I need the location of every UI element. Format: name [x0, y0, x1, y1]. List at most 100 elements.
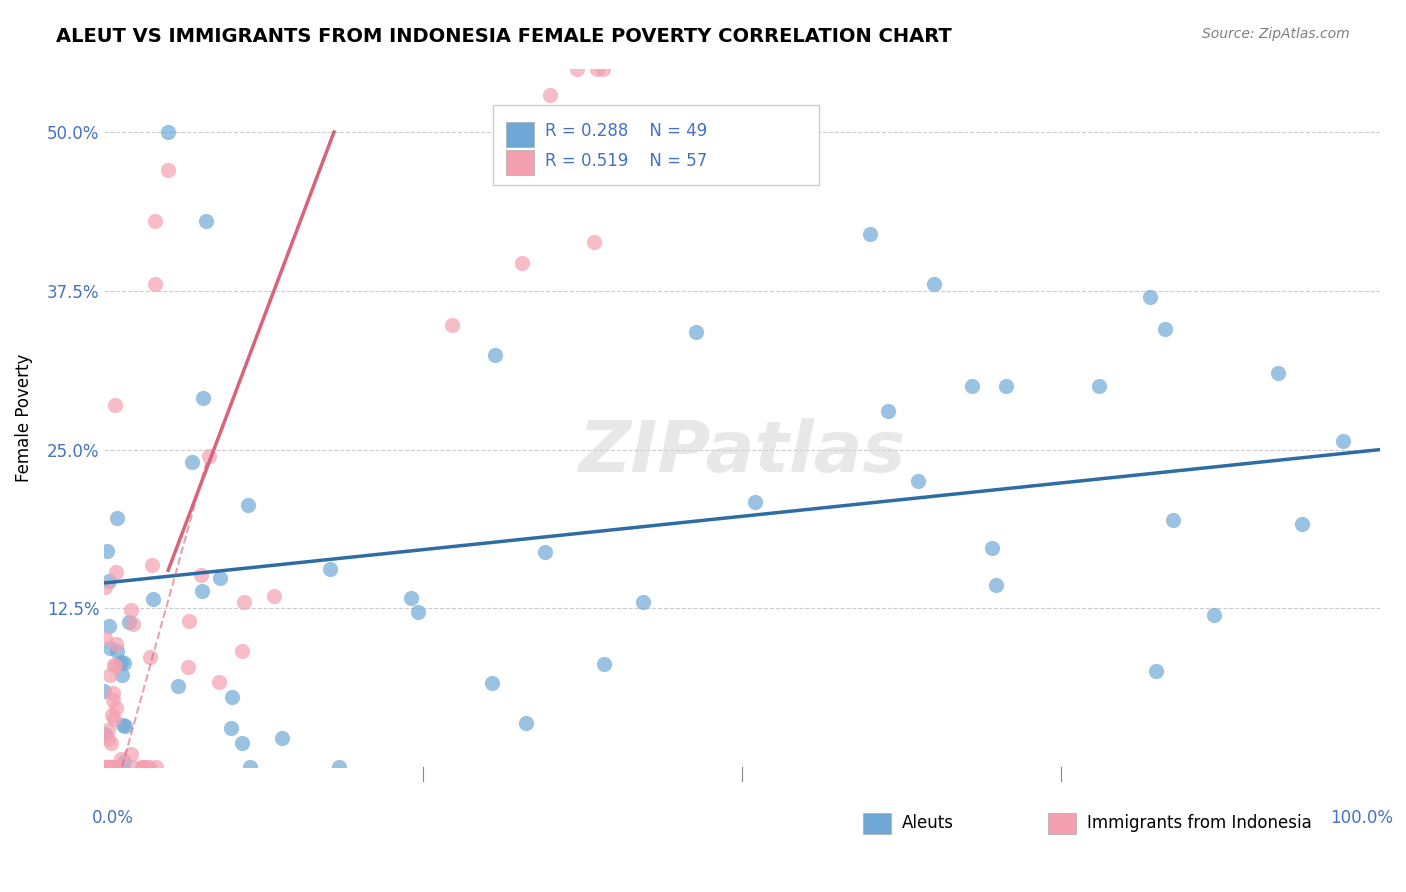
Point — [100, 760, 122, 774]
Point — [139, 649, 162, 664]
Point — [1139, 290, 1161, 304]
Point — [105, 510, 128, 524]
Text: Aleuts: Aleuts — [901, 814, 953, 832]
Point — [167, 679, 190, 693]
Text: R = 0.288    N = 49: R = 0.288 N = 49 — [544, 122, 707, 140]
Point — [97, 723, 120, 737]
Point — [111, 668, 134, 682]
Point — [110, 656, 132, 670]
Point — [142, 591, 165, 606]
Point — [221, 690, 243, 705]
Point — [103, 658, 125, 673]
Point — [190, 568, 212, 582]
Point — [94, 760, 117, 774]
Point — [103, 712, 125, 726]
Point — [585, 62, 607, 76]
Point — [592, 62, 614, 76]
Point — [263, 589, 285, 603]
Point — [1267, 367, 1289, 381]
Point — [231, 736, 253, 750]
Point — [132, 760, 155, 774]
Text: Immigrants from Indonesia: Immigrants from Indonesia — [1087, 814, 1312, 832]
Point — [484, 348, 506, 362]
Point — [110, 752, 132, 766]
Point — [195, 214, 218, 228]
Point — [100, 760, 122, 774]
Point — [145, 277, 167, 292]
Point — [877, 403, 900, 417]
Text: R = 0.519    N = 57: R = 0.519 N = 57 — [544, 152, 707, 169]
Point — [97, 618, 120, 632]
Point — [233, 595, 256, 609]
Point — [122, 617, 145, 632]
Point — [101, 760, 124, 774]
Point — [94, 726, 117, 740]
Point — [180, 455, 202, 469]
Point — [907, 474, 929, 488]
Point — [208, 571, 231, 585]
Point — [107, 644, 129, 658]
Point — [112, 717, 135, 731]
Y-axis label: Female Poverty: Female Poverty — [15, 353, 32, 482]
FancyBboxPatch shape — [1049, 813, 1077, 833]
Text: 100.0%: 100.0% — [1330, 809, 1393, 827]
Point — [239, 760, 262, 774]
Point — [104, 760, 127, 774]
Point — [859, 227, 882, 241]
Point — [406, 605, 429, 619]
Point — [399, 591, 422, 606]
FancyBboxPatch shape — [506, 122, 534, 147]
Point — [120, 603, 142, 617]
Point — [1331, 434, 1354, 449]
Point — [441, 318, 464, 332]
FancyBboxPatch shape — [494, 105, 818, 186]
Point — [177, 660, 200, 674]
Point — [512, 256, 534, 270]
Point — [138, 760, 160, 774]
Point — [103, 760, 125, 774]
Point — [104, 565, 127, 579]
Point — [112, 755, 135, 769]
Point — [114, 719, 136, 733]
Point — [633, 595, 655, 609]
Point — [98, 574, 121, 589]
Point — [145, 760, 167, 774]
Point — [1163, 513, 1185, 527]
Point — [238, 499, 260, 513]
Point — [100, 736, 122, 750]
Point — [103, 760, 125, 774]
Point — [94, 580, 117, 594]
Point — [94, 631, 117, 645]
Point — [191, 391, 214, 405]
Point — [565, 62, 588, 76]
Point — [98, 760, 121, 774]
Point — [141, 558, 163, 573]
Point — [122, 760, 145, 774]
Point — [145, 214, 167, 228]
Text: ZIPatlas: ZIPatlas — [578, 418, 905, 487]
Point — [96, 544, 118, 558]
Point — [198, 449, 221, 463]
Point — [221, 721, 243, 735]
Point — [1291, 516, 1313, 531]
Point — [104, 701, 127, 715]
Point — [191, 584, 214, 599]
Point — [1088, 379, 1111, 393]
Point — [177, 614, 200, 628]
Point — [328, 760, 350, 774]
Text: 0.0%: 0.0% — [91, 809, 134, 827]
FancyBboxPatch shape — [863, 813, 891, 833]
Point — [96, 760, 118, 774]
Point — [319, 562, 342, 576]
Point — [112, 656, 135, 670]
Point — [103, 685, 125, 699]
Point — [744, 495, 766, 509]
Text: Source: ZipAtlas.com: Source: ZipAtlas.com — [1202, 27, 1350, 41]
Point — [105, 637, 128, 651]
Point — [995, 379, 1018, 393]
Point — [582, 235, 605, 249]
Point — [1144, 664, 1167, 678]
Point — [101, 708, 124, 723]
Point — [131, 760, 153, 774]
Text: ALEUT VS IMMIGRANTS FROM INDONESIA FEMALE POVERTY CORRELATION CHART: ALEUT VS IMMIGRANTS FROM INDONESIA FEMAL… — [56, 27, 952, 45]
